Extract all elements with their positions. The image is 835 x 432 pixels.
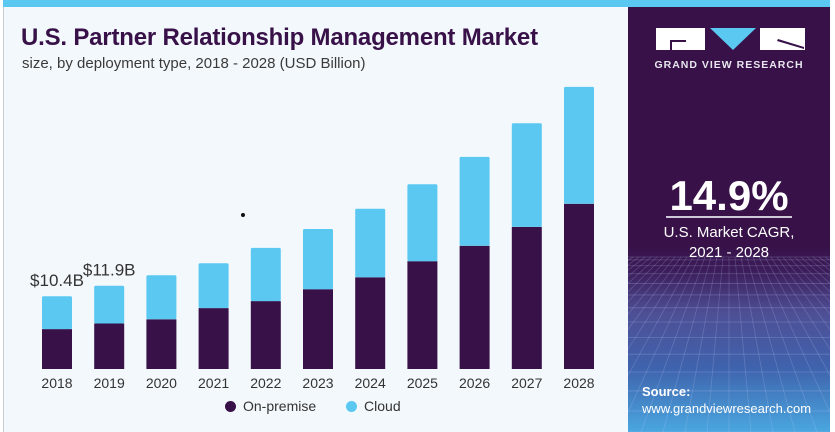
bar-on-premise-2019 [94,323,125,369]
data-label-2019: $11.9B [83,261,136,280]
x-tick-label: 2025 [407,375,438,391]
bar-on-premise-2028 [564,203,594,369]
cagr-label: U.S. Market CAGR, 2021 - 2028 [628,223,830,263]
cagr-divider [666,216,792,218]
x-tick-label: 2020 [146,375,177,391]
bar-on-premise-2023 [303,289,333,369]
bar-cloud-2025 [407,184,438,262]
bar-cloud-2026 [459,156,490,246]
legend-label-on-premise: On-premise [243,398,317,414]
bar-cloud-2023 [303,229,333,290]
bar-chart: 2018 2019 2020 2021 2022 2023 2024 2025 2026 2027… [30,86,595,391]
legend-label-cloud: Cloud [364,398,401,414]
bar-on-premise-2021 [198,308,229,369]
data-label-2018: $10.4B [30,271,84,290]
x-tick-label: 2022 [250,375,281,391]
info-panel: GRAND VIEW RESEARCH 14.9% U.S. Market CA… [628,7,830,432]
bar-cloud-2024 [355,208,386,278]
source-url[interactable]: www.grandviewresearch.com [642,401,812,416]
brand-name: GRAND VIEW RESEARCH [654,59,804,71]
x-tick-label: 2028 [563,375,594,391]
bar-cloud-2019 [94,285,125,324]
bar-cloud-2018 [42,296,72,330]
bar-on-premise-2024 [355,277,386,369]
legend-swatch-on-premise [225,400,236,412]
bar-cloud-2028 [564,86,594,204]
bar-on-premise-2026 [459,245,490,369]
x-tick-label: 2026 [459,375,490,391]
logo-r-icon [760,28,805,50]
cagr-label-line1: U.S. Market CAGR, [663,224,795,241]
x-tick-label: 2018 [41,375,72,391]
legend-swatch-cloud [346,400,358,412]
chart-title: U.S. Partner Relationship Management Mar… [21,24,538,51]
source-label: Source: [642,384,691,399]
bar-cloud-2022 [250,247,281,302]
x-tick-label: 2027 [511,375,542,391]
cagr-value: 14.9% [669,172,789,219]
bar-cloud-2020 [146,275,177,320]
bar-on-premise-2027 [511,226,542,369]
logo-g-icon [656,28,705,50]
cursor-dot [241,213,245,217]
cagr-label-line2: 2021 - 2028 [688,244,770,261]
x-tick-label: 2024 [355,375,386,391]
grid-background [628,256,830,432]
bar-cloud-2021 [198,263,229,309]
grand-view-research-logo [656,28,805,50]
x-tick-label: 2023 [302,375,333,391]
x-tick-label: 2021 [198,375,229,391]
bar-on-premise-2018 [42,329,72,369]
legend-item-cloud: Cloud [346,398,401,414]
x-tick-label: 2019 [94,375,125,391]
chart-subtitle: size, by deployment type, 2018 - 2028 (U… [22,55,366,72]
bar-on-premise-2025 [407,261,438,369]
bar-on-premise-2020 [146,319,177,369]
accent-top-bar [3,0,830,7]
legend-item-on-premise: On-premise [225,398,316,414]
logo-v-icon [710,28,756,50]
bar-cloud-2027 [511,123,542,227]
chart-legend: On-premise Cloud [225,398,427,415]
bar-on-premise-2022 [250,301,281,369]
